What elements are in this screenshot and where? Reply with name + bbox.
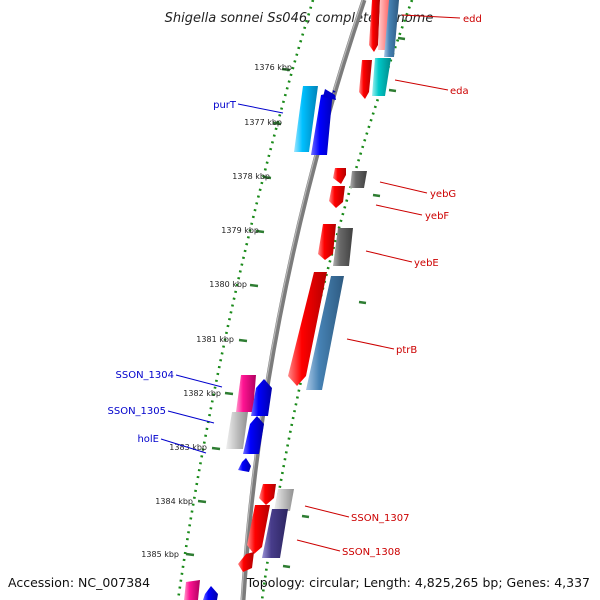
gene-arrow-yebG-red[interactable]	[333, 168, 346, 184]
gene-arrow-purT-blue[interactable]	[311, 90, 336, 155]
gene-arrow-edd-red[interactable]	[369, 0, 380, 52]
leader-line	[365, 250, 413, 263]
gene-label-yebG[interactable]: yebG	[430, 189, 456, 200]
tick-label: 1376 kbp	[254, 63, 292, 72]
gene-arrow-SSON_1307-red[interactable]	[259, 484, 276, 505]
gene-arrow-yebF-red[interactable]	[329, 186, 345, 208]
tick-mark	[238, 338, 248, 343]
gene-arrow-SSON_1304-magenta[interactable]	[236, 375, 256, 412]
tick-mark	[185, 552, 195, 557]
genome-summary-text: Topology: circular; Length: 4,825,265 bp…	[246, 575, 590, 590]
leader-line	[379, 181, 428, 194]
gene-arrow-purT-cyan[interactable]	[294, 86, 318, 152]
gene-arrow-yebE-red[interactable]	[318, 224, 336, 260]
backbone-highlight	[240, 0, 364, 600]
tick-label: 1384 kbp	[155, 497, 193, 506]
leader-line	[167, 410, 215, 424]
leader-line	[401, 14, 461, 19]
tick-mark	[197, 499, 207, 504]
gene-label-yebF[interactable]: yebF	[425, 211, 449, 222]
leader-line	[394, 79, 449, 91]
gene-label-SSON_1308[interactable]: SSON_1308	[342, 547, 401, 558]
leader-line	[160, 438, 207, 454]
gene-label-SSON_1307[interactable]: SSON_1307	[351, 513, 410, 524]
tick-label: 1379 kbp	[221, 226, 259, 235]
gene-arrow-yebE-gray[interactable]	[333, 228, 353, 266]
gene-features	[184, 0, 399, 600]
gene-label-holE[interactable]: holE	[137, 434, 159, 445]
gene-arrow-ptrB-red[interactable]	[288, 272, 327, 386]
tick-mark	[358, 300, 367, 305]
left-guide-line	[176, 0, 315, 600]
tick-mark	[388, 88, 397, 93]
gene-label-eda[interactable]: eda	[450, 86, 469, 97]
genome-backbone	[240, 0, 367, 600]
gene-label-yebE[interactable]: yebE	[414, 258, 439, 269]
gene-arrow-SSON_1305-gray[interactable]	[226, 412, 248, 449]
gene-arrow-bottom-blue[interactable]	[203, 586, 218, 600]
scale-ticks	[185, 36, 406, 569]
gene-arrow-SSON_1305-blue[interactable]	[243, 416, 264, 454]
map-title: Shigella sonnei Ss046, complete genome	[165, 11, 434, 26]
gene-arrow-SSON_1307-gray[interactable]	[274, 489, 294, 511]
tick-mark	[249, 283, 259, 288]
tick-mark	[282, 564, 291, 569]
leader-line	[237, 103, 284, 114]
gene-arrow-steelblue[interactable]	[384, 0, 399, 57]
tick-label: 1380 kbp	[209, 280, 247, 289]
leader-line	[346, 338, 395, 350]
gene-arrow-head	[323, 89, 336, 100]
gene-label-SSON_1304[interactable]: SSON_1304	[116, 370, 175, 381]
gene-arrow-ptrB-steelblue[interactable]	[306, 276, 344, 390]
gene-arrow-eda-teal[interactable]	[372, 58, 391, 96]
gene-arrow-bottom-magenta[interactable]	[184, 580, 200, 600]
gene-label-edd[interactable]: edd	[463, 14, 482, 25]
tick-label: 1381 kbp	[196, 335, 234, 344]
leader-line	[375, 204, 423, 216]
gene-arrow-SSON_1308-red[interactable]	[247, 505, 270, 554]
tick-mark	[301, 514, 310, 519]
gene-label-SSON_1305[interactable]: SSON_1305	[108, 406, 167, 417]
tick-label: 1378 kbp	[232, 172, 270, 181]
tick-mark	[262, 175, 272, 180]
leader-line	[296, 539, 341, 552]
tick-mark	[224, 391, 234, 396]
tick-mark	[272, 121, 282, 126]
tick-mark	[372, 193, 381, 198]
leader-line	[304, 505, 350, 518]
tick-label: 1377 kbp	[244, 118, 282, 127]
gene-label-ptrB[interactable]: ptrB	[396, 345, 417, 356]
leader-lines	[160, 14, 461, 552]
right-gene-labels: edd eda yebG yebF yebE ptrB SSON_1307 SS…	[342, 14, 482, 558]
gene-arrow-red-small[interactable]	[238, 552, 254, 572]
accession-text: Accession: NC_007384	[8, 575, 151, 590]
gene-arrow-yebG-gray[interactable]	[350, 171, 367, 188]
gene-label-purT[interactable]: purT	[213, 100, 237, 111]
gene-arrow-SSON_1308-purple[interactable]	[262, 509, 288, 558]
leader-line	[175, 374, 223, 388]
left-gene-labels: purT SSON_1304 SSON_1305 holE	[108, 100, 237, 445]
tick-mark	[211, 446, 221, 451]
tick-mark	[255, 229, 265, 234]
tick-mark	[281, 67, 291, 72]
gene-arrow-SSON_1304-blue[interactable]	[251, 379, 272, 416]
tick-mark	[397, 36, 406, 41]
gene-arrow-eda-red[interactable]	[359, 60, 372, 99]
gene-arrow-holE-blue[interactable]	[238, 458, 251, 472]
tick-label: 1385 kbp	[141, 550, 179, 559]
tick-label: 1382 kbp	[183, 389, 221, 398]
